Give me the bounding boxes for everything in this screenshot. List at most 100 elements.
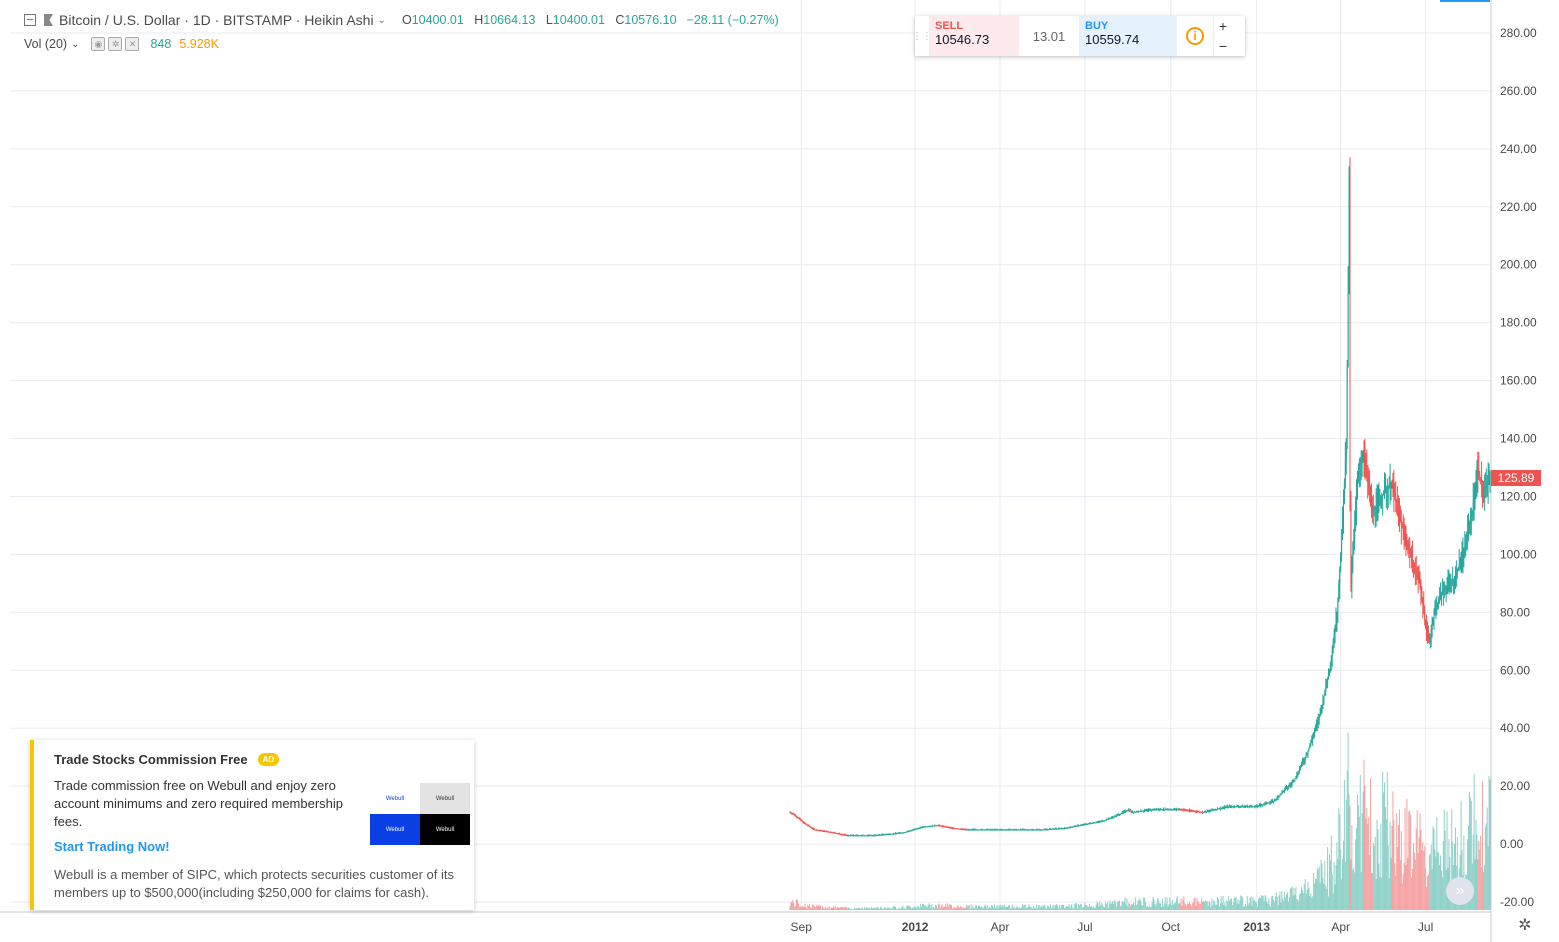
sell-button[interactable]: SELL 10546.73 (929, 16, 1019, 56)
volume-bar (969, 908, 971, 910)
candle-body (1339, 568, 1341, 584)
candle-body (1195, 811, 1197, 813)
volume-bar (971, 908, 973, 910)
volume-bar (1259, 898, 1261, 910)
volume-bar (1237, 899, 1239, 910)
volume-bar (1440, 870, 1442, 910)
candle-body (810, 826, 812, 828)
candle-body (1189, 810, 1191, 812)
close-icon[interactable]: ✕ (125, 37, 140, 51)
volume-bar (1381, 877, 1383, 910)
volume-bar (1197, 901, 1199, 910)
candle-body (1470, 515, 1472, 520)
minus-button[interactable]: − (1218, 38, 1228, 54)
settings-gear-icon[interactable]: ✲ (1518, 917, 1532, 934)
candle-body (1156, 809, 1158, 811)
candle-body (1290, 783, 1292, 785)
candle-body (1263, 803, 1265, 805)
volume-bar (1364, 785, 1366, 910)
plus-button[interactable]: + (1218, 18, 1228, 34)
volume-bar (830, 907, 832, 910)
candle-body (1365, 464, 1367, 471)
volume-bar (1128, 902, 1130, 910)
volume-bar (1208, 901, 1210, 910)
ad-image[interactable]: Webull Webull Webull Webull (370, 783, 470, 845)
flag-icon[interactable] (44, 14, 53, 26)
volume-bar (1060, 907, 1062, 910)
candle-body (864, 835, 866, 837)
volume-bar (811, 904, 813, 910)
candle-body (1014, 829, 1016, 831)
scroll-to-realtime-button[interactable]: » (1446, 877, 1474, 905)
candle-body (1386, 487, 1388, 490)
candle-body (933, 825, 935, 827)
candle-body (1024, 829, 1026, 831)
volume-bar (1116, 906, 1118, 910)
candle-body (1440, 596, 1442, 599)
volume-bar (1328, 896, 1330, 910)
chevron-down-icon[interactable]: ⌄ (71, 38, 80, 50)
volume-bar (828, 905, 830, 910)
candle-body (1430, 629, 1432, 636)
volume-bar (1256, 902, 1258, 910)
eye-icon[interactable]: ◉ (91, 37, 106, 51)
volume-bar (1329, 860, 1331, 910)
candle-body (921, 827, 923, 829)
volume-bar (810, 908, 812, 910)
candle-body (1121, 812, 1123, 814)
drag-handle-icon[interactable]: ⋮⋮ (912, 30, 932, 42)
candle-body (1462, 554, 1464, 557)
candle-body (951, 827, 953, 829)
candle-body (1011, 829, 1013, 831)
volume-bar (1222, 895, 1224, 910)
volume-bar (1000, 904, 1002, 910)
volume-bar (1404, 808, 1406, 910)
candle-body (1085, 824, 1087, 826)
candle-body (1017, 829, 1019, 831)
candle-body (837, 833, 839, 835)
volume-bar (1189, 904, 1191, 910)
volume-bar (869, 908, 871, 910)
buy-button[interactable]: BUY 10559.74 (1079, 16, 1177, 56)
volume-bar (1012, 907, 1014, 910)
candle-body (998, 829, 1000, 831)
volume-bar (1273, 901, 1275, 910)
ad-cta-link[interactable]: Start Trading Now! (54, 839, 170, 854)
candle-body (1416, 571, 1418, 575)
volume-bar (1295, 887, 1297, 910)
candle-body (938, 825, 940, 827)
volume-bar (1132, 903, 1134, 910)
volume-bar (913, 906, 915, 910)
collapse-icon[interactable] (24, 14, 36, 26)
volume-bar (958, 907, 960, 910)
volume-bar (1263, 901, 1265, 910)
info-button[interactable]: i (1177, 16, 1213, 56)
gear-icon[interactable]: ✲ (108, 37, 123, 51)
candle-body (1408, 545, 1410, 549)
volume-bar (1126, 898, 1128, 910)
candle-body (1251, 806, 1253, 808)
volume-bar (1248, 902, 1250, 910)
symbol-title[interactable]: Bitcoin / U.S. Dollar · 1D · BITSTAMP · … (59, 12, 374, 28)
volume-bar (1122, 901, 1124, 910)
volume-bar (952, 908, 954, 910)
candle-body (853, 835, 855, 837)
chevron-down-icon[interactable]: ⌄ (377, 14, 386, 26)
volume-bar (1102, 904, 1104, 910)
volume-bar (1061, 905, 1063, 910)
candle-body (1321, 705, 1323, 710)
volume-bar (1468, 825, 1470, 910)
volume-bar (1469, 797, 1471, 910)
volume-bar (1327, 847, 1329, 910)
volume-bar (944, 906, 946, 910)
candle-body (1086, 823, 1088, 825)
candle-body (926, 826, 928, 828)
candle-body (1443, 588, 1445, 590)
candle-body (1308, 748, 1310, 752)
volume-label[interactable]: Vol (20) (24, 37, 68, 51)
candle-body (999, 829, 1001, 831)
candle-body (1331, 648, 1333, 656)
candle-body (1298, 770, 1300, 773)
candle-body (1221, 807, 1223, 809)
